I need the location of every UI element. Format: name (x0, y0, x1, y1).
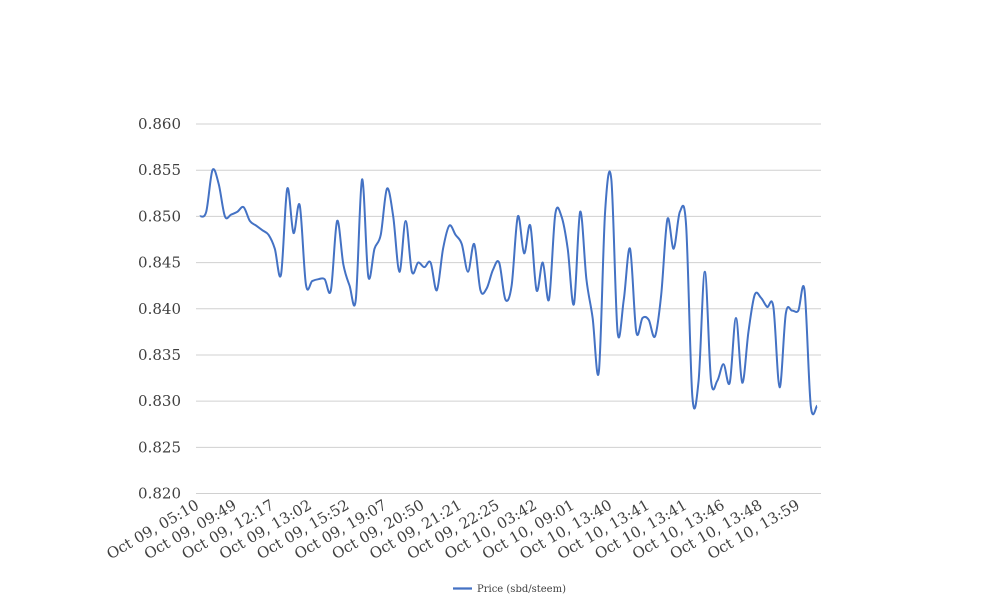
y-tick-label: 0.840 (138, 300, 181, 318)
y-tick-label: 0.835 (138, 346, 181, 364)
y-tick-label: 0.850 (138, 207, 181, 225)
y-tick-label: 0.825 (138, 438, 181, 456)
y-axis-ticks: 0.860 0.855 0.850 0.845 0.840 0.835 0.830 0.825… (138, 115, 181, 503)
series-group (199, 168, 818, 416)
legend[interactable]: Price (sbd/steem) (453, 584, 566, 595)
y-tick-label: 0.820 (138, 485, 181, 503)
series-line-price (199, 168, 818, 416)
y-tick-label: 0.860 (138, 115, 181, 133)
legend-label: Price (sbd/steem) (477, 584, 566, 595)
y-tick-label: 0.855 (138, 161, 181, 179)
y-tick-label: 0.845 (138, 254, 181, 272)
y-tick-label: 0.830 (138, 392, 181, 410)
gridlines (196, 123, 821, 494)
